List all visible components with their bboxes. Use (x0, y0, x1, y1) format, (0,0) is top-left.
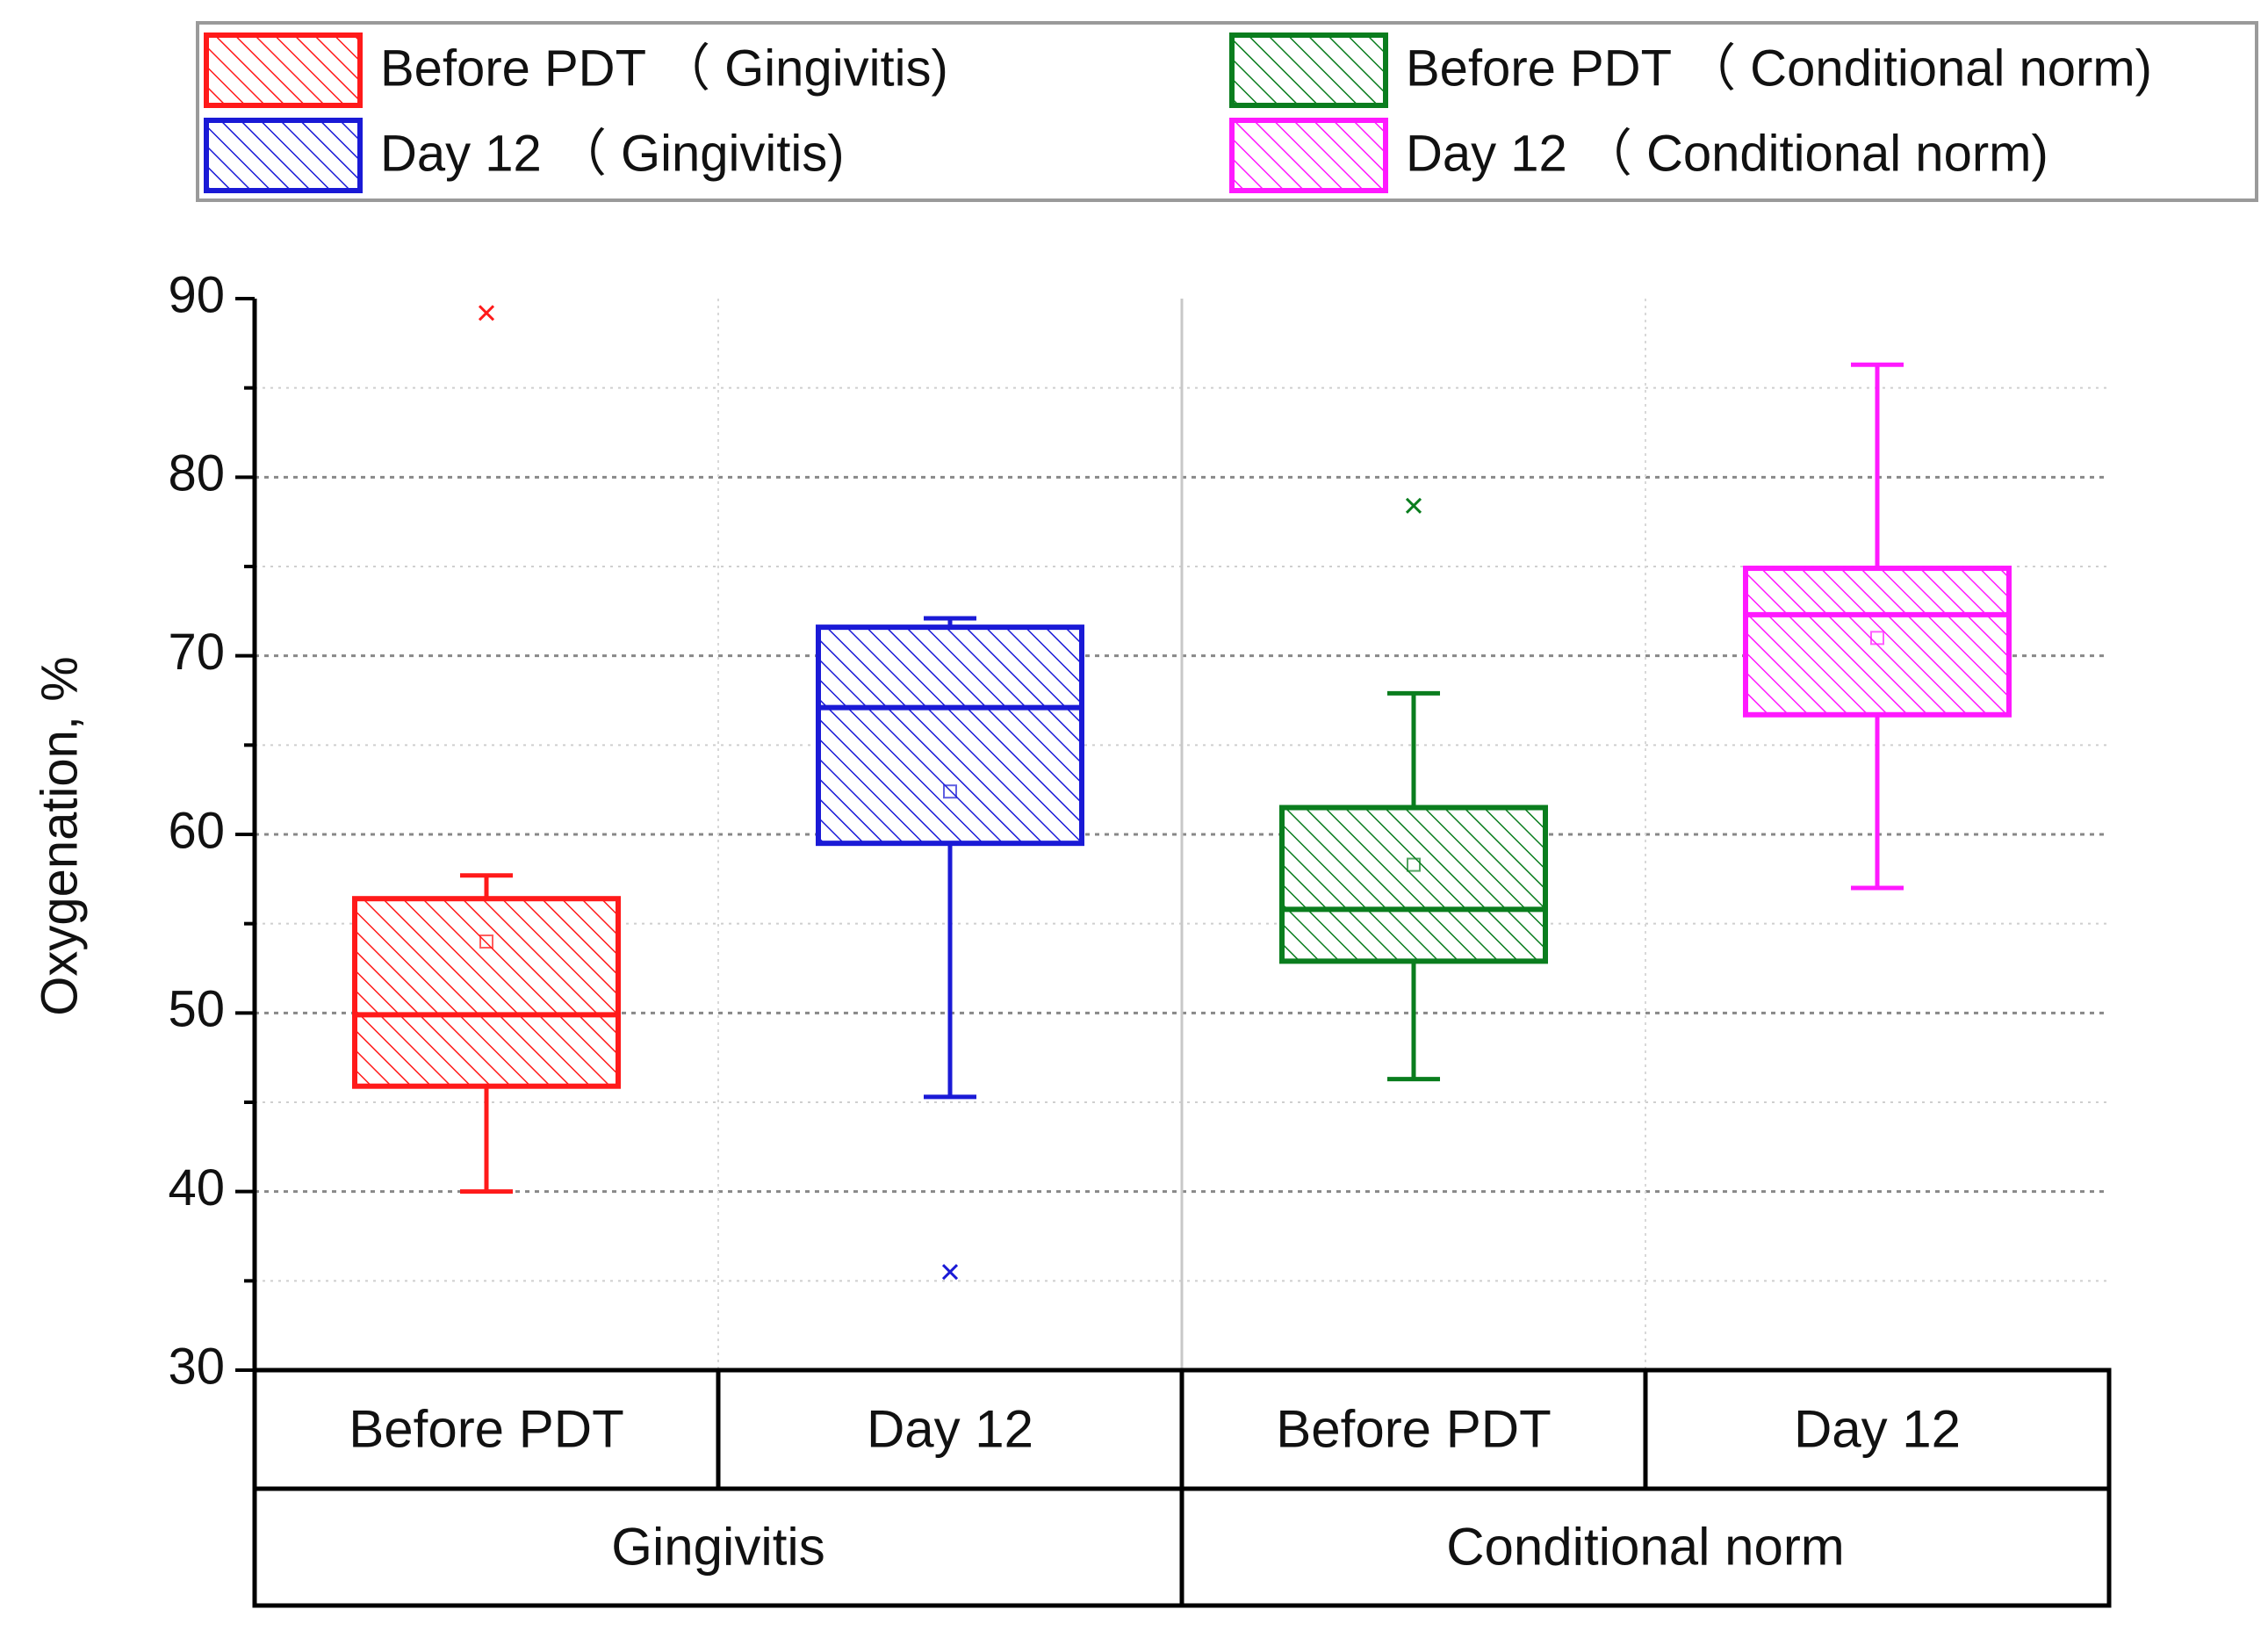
legend-label: Before PDT （ Gingivitis) (380, 40, 948, 97)
box-iqr (1279, 805, 1548, 964)
mean-marker (943, 784, 957, 799)
legend-swatch (204, 118, 363, 193)
outlier-stroke (941, 1264, 959, 1281)
y-tick-label: 40 (168, 1159, 225, 1216)
legend-frame (196, 21, 2258, 202)
outlier-stroke (1405, 497, 1422, 514)
legend-item: Day 12 （ Gingivitis) (204, 118, 845, 193)
box-iqr (816, 624, 1084, 847)
legend-item: Before PDT （ Gingivitis) (204, 32, 948, 108)
category-label: Before PDT (349, 1399, 623, 1458)
outlier-stroke (478, 305, 495, 321)
group-label: Conditional norm (1446, 1517, 1845, 1576)
legend-label: Day 12 （ Conditional norm) (1406, 125, 2048, 182)
y-tick-label: 70 (168, 624, 225, 681)
legend-label: Before PDT （ Conditional norm) (1406, 40, 2152, 97)
plot-area: 30 40 50 60 70 80 90 (168, 266, 2109, 1395)
y-tick-label: 80 (168, 445, 225, 502)
y-tick-label: 50 (168, 981, 225, 1038)
box-3 (1279, 497, 1548, 1082)
mean-marker (1407, 857, 1421, 872)
box-2 (816, 616, 1084, 1281)
legend-item: Before PDT （ Conditional norm) (1229, 32, 2152, 108)
box-4 (1743, 362, 2012, 891)
y-tick-label: 60 (168, 802, 225, 859)
outlier-marker (941, 1264, 959, 1281)
group-label: Gingivitis (611, 1517, 824, 1576)
category-table: Before PDT Day 12 Gingivitis Before PDT Day … (252, 1368, 2112, 1608)
y-tick-label: 90 (168, 266, 225, 323)
legend-swatch (204, 32, 363, 108)
legend-label: Day 12 （ Gingivitis) (380, 125, 845, 182)
legend-swatch (1229, 118, 1388, 193)
category-label: Day 12 (1794, 1399, 1961, 1458)
box-1 (352, 305, 621, 1194)
outlier-marker (478, 305, 495, 321)
legend-swatch (1229, 32, 1388, 108)
box-iqr (352, 896, 621, 1089)
y-tick-label: 30 (168, 1338, 225, 1395)
legend: Before PDT （ Gingivitis) Day 12 （ Gingivi… (196, 21, 2258, 202)
outlier-marker (1405, 497, 1422, 514)
legend-item: Day 12 （ Conditional norm) (1229, 118, 2048, 193)
box-iqr (1743, 566, 2012, 718)
category-label: Before PDT (1276, 1399, 1551, 1458)
y-axis-label: Oxygenation, % (31, 656, 88, 1015)
mean-marker (1870, 631, 1884, 646)
category-label: Day 12 (867, 1399, 1033, 1458)
mean-marker (479, 935, 493, 949)
